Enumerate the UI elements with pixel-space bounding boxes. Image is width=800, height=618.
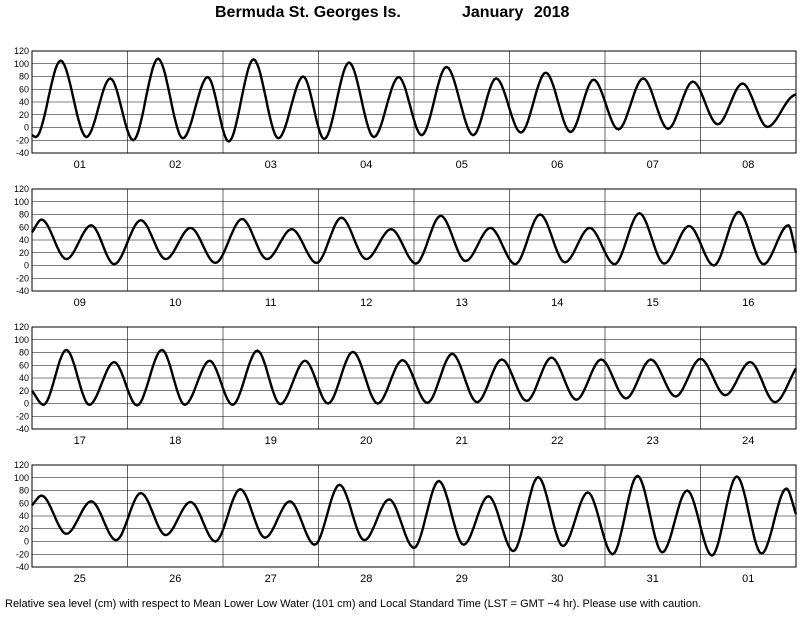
y-tick-label: 120	[14, 184, 29, 194]
y-tick-label: 40	[19, 511, 29, 521]
y-tick-label: -40	[16, 286, 29, 296]
day-label: 12	[360, 297, 372, 309]
day-label: 27	[265, 573, 277, 585]
day-label: 11	[265, 297, 276, 309]
day-label: 01	[742, 573, 754, 585]
y-tick-label: 60	[19, 222, 29, 232]
day-label: 16	[742, 297, 754, 309]
day-label: 18	[169, 435, 181, 447]
y-tick-label: -20	[16, 411, 29, 421]
day-label: 02	[169, 159, 181, 171]
day-label: 26	[169, 573, 181, 585]
day-label: 31	[647, 573, 659, 585]
day-label: 13	[456, 297, 468, 309]
day-label: 04	[360, 159, 372, 171]
y-tick-label: 120	[14, 46, 29, 56]
y-tick-label: 80	[19, 348, 29, 358]
day-label: 28	[360, 573, 372, 585]
chart-footnote: Relative sea level (cm) with respect to …	[5, 598, 702, 610]
y-tick-label: -20	[16, 549, 29, 559]
day-label: 01	[74, 159, 86, 171]
y-tick-label: 20	[19, 110, 29, 120]
day-label: 29	[456, 573, 468, 585]
y-tick-label: -40	[16, 562, 29, 572]
day-label: 07	[647, 159, 659, 171]
day-label: 19	[265, 435, 277, 447]
y-tick-label: -20	[16, 273, 29, 283]
panel-frame	[31, 464, 797, 568]
day-label: 03	[265, 159, 277, 171]
day-label: 14	[551, 297, 563, 309]
day-label: 20	[360, 435, 372, 447]
y-tick-label: 0	[24, 261, 29, 271]
day-label: 15	[647, 297, 659, 309]
day-label: 06	[551, 159, 563, 171]
panel-frame	[31, 188, 797, 292]
y-tick-label: 0	[24, 537, 29, 547]
day-label: 21	[456, 435, 468, 447]
tide-series-line	[31, 57, 797, 143]
y-tick-label: 20	[19, 248, 29, 258]
y-tick-label: 80	[19, 486, 29, 496]
panel-frame	[31, 50, 797, 154]
day-label: 23	[647, 435, 659, 447]
day-label: 05	[456, 159, 468, 171]
y-tick-label: 20	[19, 386, 29, 396]
y-tick-label: 100	[14, 59, 29, 69]
y-tick-label: -40	[16, 148, 29, 158]
y-tick-label: 0	[24, 123, 29, 133]
day-label: 24	[742, 435, 754, 447]
tide-series-line	[31, 210, 798, 267]
y-tick-label: 40	[19, 97, 29, 107]
y-tick-label: 60	[19, 498, 29, 508]
y-tick-label: -40	[16, 424, 29, 434]
y-tick-label: 100	[14, 335, 29, 345]
day-label: 22	[551, 435, 563, 447]
y-tick-label: 20	[19, 524, 29, 534]
y-tick-label: 60	[19, 84, 29, 94]
chart-title-station: Bermuda St. Georges Is.	[215, 4, 401, 21]
y-tick-label: 0	[24, 399, 29, 409]
tide-series-line	[31, 348, 798, 407]
day-label: 09	[74, 297, 86, 309]
y-tick-label: 80	[19, 210, 29, 220]
y-tick-label: 120	[14, 322, 29, 332]
y-tick-label: 60	[19, 360, 29, 370]
day-label: 17	[74, 435, 86, 447]
tide-series-line	[31, 474, 798, 557]
day-label: 30	[551, 573, 563, 585]
day-label: 10	[169, 297, 181, 309]
y-tick-label: 80	[19, 72, 29, 82]
y-tick-label: -20	[16, 135, 29, 145]
chart-title-period: January 2018	[462, 4, 570, 21]
y-tick-label: 40	[19, 235, 29, 245]
day-label: 08	[742, 159, 754, 171]
y-tick-label: 120	[14, 460, 29, 470]
y-tick-label: 100	[14, 197, 29, 207]
day-label: 25	[74, 573, 86, 585]
y-tick-label: 100	[14, 473, 29, 483]
y-tick-label: 40	[19, 373, 29, 383]
panel-frame	[31, 326, 797, 430]
